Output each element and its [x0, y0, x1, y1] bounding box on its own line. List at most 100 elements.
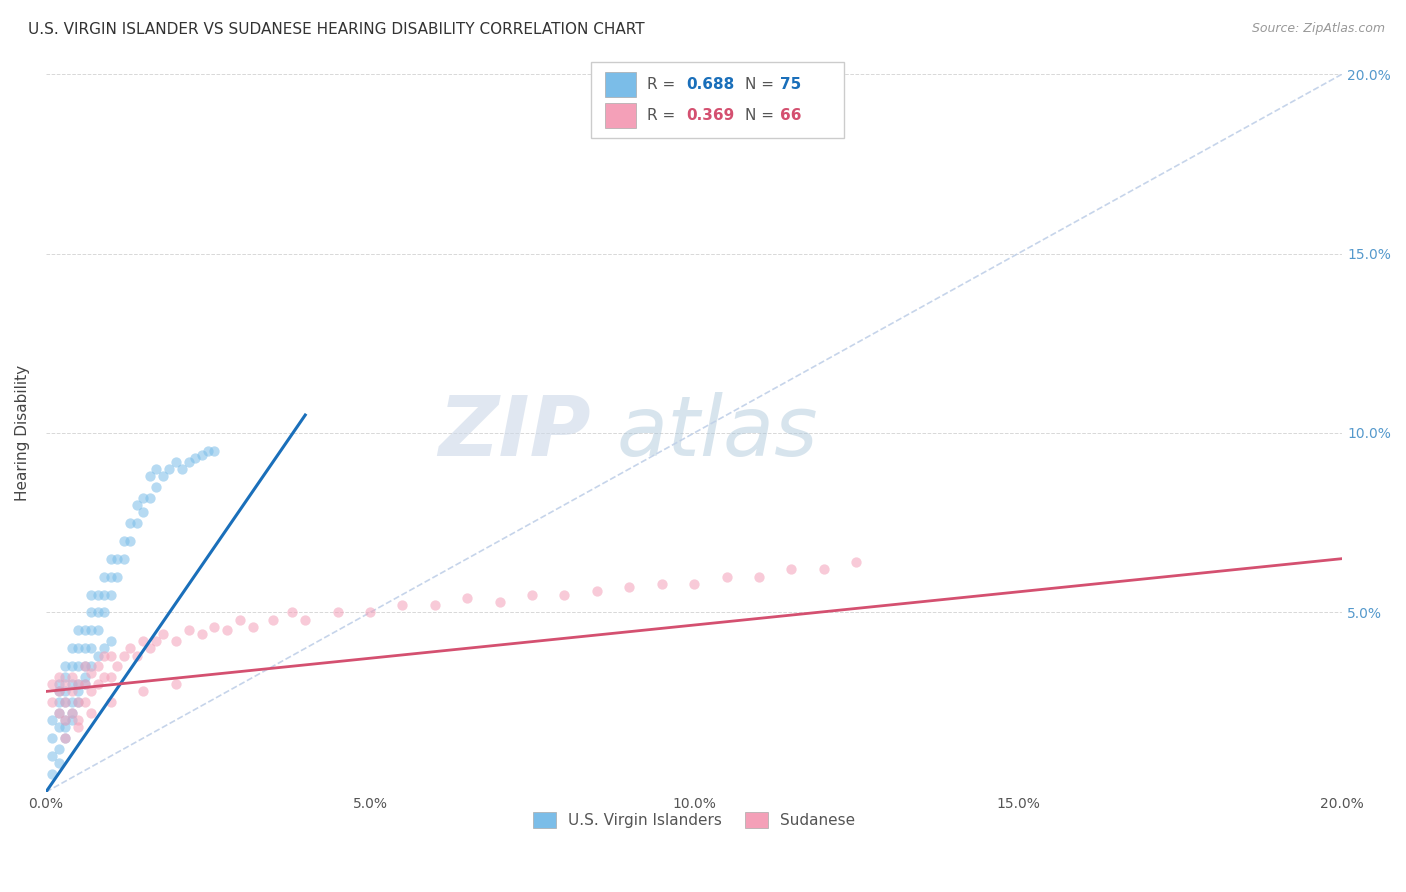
- Point: [93, 569, 115, 583]
- Point: [125, 648, 148, 663]
- Point: [41, 767, 63, 781]
- Point: [165, 455, 187, 469]
- Point: [60, 670, 83, 684]
- Point: [60, 684, 83, 698]
- Point: [55, 695, 77, 709]
- Point: [586, 583, 609, 598]
- Point: [157, 462, 180, 476]
- Point: [48, 695, 70, 709]
- Point: [67, 720, 90, 734]
- Text: R =: R =: [647, 78, 681, 92]
- Point: [48, 706, 70, 720]
- Point: [80, 706, 103, 720]
- Point: [152, 469, 174, 483]
- Point: [145, 480, 167, 494]
- Point: [456, 591, 478, 606]
- Point: [60, 659, 83, 673]
- Point: [105, 569, 128, 583]
- Point: [80, 641, 103, 656]
- Point: [48, 706, 70, 720]
- Point: [100, 551, 122, 566]
- Point: [294, 613, 316, 627]
- Point: [112, 551, 135, 566]
- Point: [55, 731, 77, 745]
- Text: 75: 75: [780, 78, 801, 92]
- Point: [138, 491, 160, 505]
- Point: [60, 641, 83, 656]
- Point: [93, 670, 115, 684]
- Text: 66: 66: [780, 109, 801, 123]
- Point: [100, 670, 122, 684]
- Point: [87, 677, 110, 691]
- Point: [391, 599, 413, 613]
- Legend: U.S. Virgin Islanders, Sudanese: U.S. Virgin Islanders, Sudanese: [527, 806, 862, 835]
- Point: [100, 569, 122, 583]
- Point: [619, 580, 641, 594]
- Text: 0.369: 0.369: [686, 109, 734, 123]
- Point: [132, 634, 155, 648]
- Point: [184, 451, 207, 466]
- Point: [55, 695, 77, 709]
- Text: N =: N =: [745, 78, 779, 92]
- Point: [80, 659, 103, 673]
- Point: [132, 505, 155, 519]
- Point: [780, 562, 803, 576]
- Point: [48, 684, 70, 698]
- Point: [48, 670, 70, 684]
- Point: [716, 569, 738, 583]
- Point: [73, 624, 96, 638]
- Point: [55, 659, 77, 673]
- Point: [60, 706, 83, 720]
- Point: [87, 606, 110, 620]
- Point: [152, 627, 174, 641]
- Point: [67, 713, 90, 727]
- Point: [359, 606, 381, 620]
- Point: [87, 624, 110, 638]
- Point: [93, 588, 115, 602]
- Point: [55, 713, 77, 727]
- Point: [165, 677, 187, 691]
- Point: [748, 569, 770, 583]
- Point: [41, 731, 63, 745]
- Point: [553, 588, 575, 602]
- Point: [651, 576, 673, 591]
- Point: [242, 620, 264, 634]
- Point: [845, 555, 868, 569]
- Point: [87, 648, 110, 663]
- Point: [55, 720, 77, 734]
- Text: 0.688: 0.688: [686, 78, 734, 92]
- Point: [112, 533, 135, 548]
- Point: [488, 595, 510, 609]
- Point: [87, 659, 110, 673]
- Point: [60, 713, 83, 727]
- Point: [262, 613, 284, 627]
- Point: [138, 641, 160, 656]
- Point: [48, 684, 70, 698]
- Point: [48, 720, 70, 734]
- Point: [67, 624, 90, 638]
- Point: [132, 684, 155, 698]
- Point: [120, 533, 142, 548]
- Point: [145, 634, 167, 648]
- Point: [100, 634, 122, 648]
- Point: [80, 684, 103, 698]
- Point: [73, 677, 96, 691]
- Point: [100, 588, 122, 602]
- Point: [73, 670, 96, 684]
- Point: [190, 627, 212, 641]
- Point: [60, 706, 83, 720]
- Point: [73, 695, 96, 709]
- Point: [55, 677, 77, 691]
- Point: [229, 613, 252, 627]
- Point: [80, 588, 103, 602]
- Point: [190, 448, 212, 462]
- Point: [813, 562, 835, 576]
- Point: [55, 670, 77, 684]
- Point: [423, 599, 446, 613]
- Point: [520, 588, 543, 602]
- Text: R =: R =: [647, 109, 681, 123]
- Point: [55, 731, 77, 745]
- Point: [93, 641, 115, 656]
- Point: [93, 606, 115, 620]
- Point: [204, 620, 226, 634]
